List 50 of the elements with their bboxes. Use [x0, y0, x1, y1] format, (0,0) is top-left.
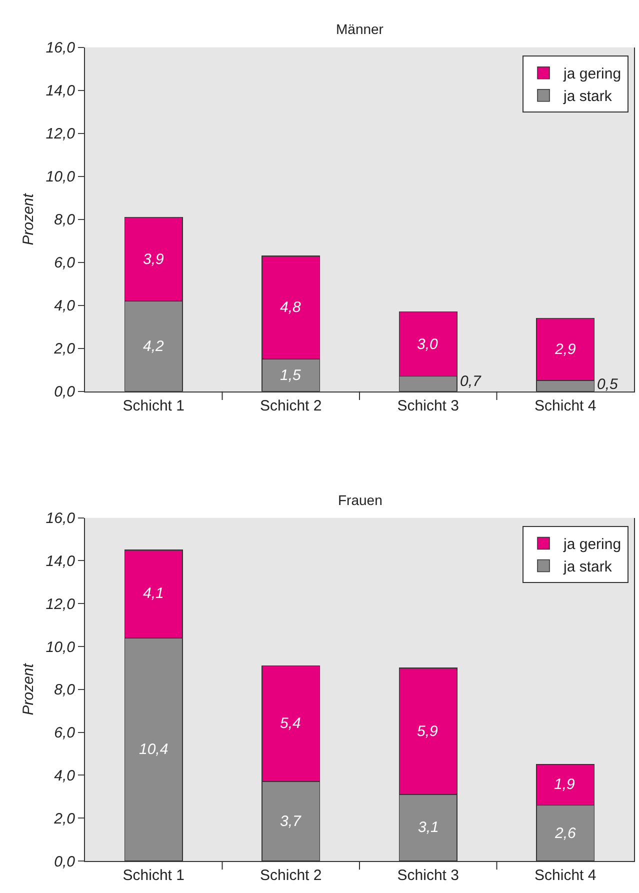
y-tick-label: 2,0 [53, 340, 76, 358]
x-tick-label: Schicht 4 [534, 397, 596, 414]
y-tick-label: 16,0 [46, 510, 76, 528]
y-axis-title: Prozent [20, 192, 38, 246]
data-label: 4,1 [143, 585, 164, 602]
y-tick-label: 6,0 [54, 724, 76, 742]
y-tick-label: 10,0 [46, 168, 76, 186]
y-tick-label: 8,0 [54, 212, 76, 229]
data-label: 1,5 [280, 367, 302, 384]
x-tick-label: Schicht 4 [534, 867, 596, 884]
y-tick-label: 12,0 [46, 596, 76, 613]
x-tick-label: Schicht 1 [122, 397, 184, 414]
y-tick-label: 0,0 [54, 384, 76, 401]
y-tick-label: 14,0 [46, 82, 76, 100]
data-label: 3,9 [143, 251, 165, 268]
data-label: 1,9 [554, 776, 576, 793]
legend-label: ja gering [562, 536, 622, 554]
y-axis-title: Prozent [20, 662, 38, 716]
data-label: 3,7 [280, 813, 302, 830]
y-tick-label: 12,0 [46, 126, 76, 143]
data-label: 2,6 [554, 825, 577, 842]
x-tick-label: Schicht 3 [397, 867, 459, 884]
data-label: 4,2 [143, 338, 165, 355]
y-tick-label: 2,0 [53, 810, 76, 828]
x-tick-label: Schicht 3 [397, 397, 459, 414]
y-tick-label: 16,0 [46, 40, 76, 57]
legend-label: ja gering [562, 66, 622, 83]
chart-title: Männer [336, 21, 384, 37]
y-tick-label: 6,0 [54, 254, 76, 272]
y-tick-label: 0,0 [54, 853, 76, 870]
y-tick-label: 10,0 [46, 638, 76, 656]
y-tick-label: 14,0 [46, 552, 76, 570]
data-label: 5,4 [280, 715, 301, 732]
data-label: 10,4 [139, 741, 168, 758]
y-tick-label: 4,0 [54, 298, 76, 315]
legend-label: ja stark [562, 558, 612, 576]
chart-title: Frauen [338, 492, 382, 508]
data-label: 4,8 [280, 299, 302, 316]
data-label: 0,5 [597, 376, 619, 393]
x-tick-label: Schicht 2 [260, 867, 322, 884]
data-label: 2,9 [554, 341, 577, 358]
y-tick-label: 4,0 [54, 767, 76, 784]
legend-label: ja stark [562, 88, 612, 106]
data-label: 3,0 [417, 336, 439, 353]
y-tick-label: 8,0 [54, 682, 76, 699]
x-tick-label: Schicht 2 [260, 397, 322, 414]
data-label: 3,1 [418, 819, 439, 836]
data-label: 0,7 [460, 373, 482, 390]
data-label: 5,9 [417, 723, 439, 740]
x-tick-label: Schicht 1 [122, 867, 184, 884]
